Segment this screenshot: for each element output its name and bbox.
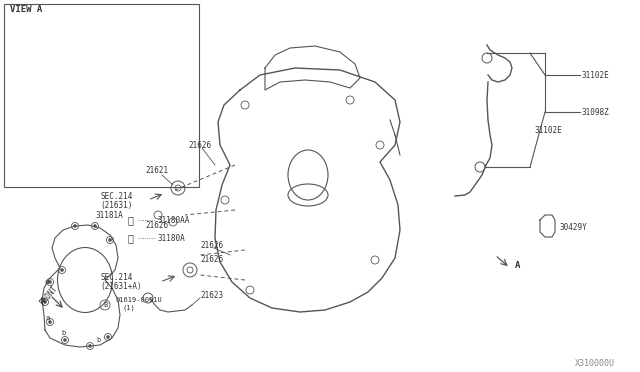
Text: B: B [103,302,107,308]
Text: 21626: 21626 [200,256,223,264]
Text: SEC.214: SEC.214 [100,192,132,201]
Circle shape [44,301,47,304]
Circle shape [49,321,51,324]
Text: 31102E: 31102E [582,71,610,80]
Text: a: a [41,297,45,303]
Text: 21626: 21626 [188,141,211,150]
Text: 21626: 21626 [145,221,168,230]
Circle shape [49,280,51,283]
Text: 21623: 21623 [200,291,223,299]
Text: a: a [45,279,49,285]
Text: 30429Y: 30429Y [560,222,588,231]
Text: b: b [61,330,65,336]
Text: 31180A: 31180A [158,234,186,243]
Text: b: b [96,337,100,343]
Circle shape [88,344,92,347]
Circle shape [109,238,111,241]
Text: 31098Z: 31098Z [582,108,610,116]
Circle shape [93,224,97,228]
Text: 21626: 21626 [200,241,223,250]
Text: 01619-0001U: 01619-0001U [115,297,162,303]
Text: (1): (1) [122,305,135,311]
Text: (21631): (21631) [100,201,132,209]
Circle shape [74,224,77,228]
Text: ⓪: ⓪ [127,233,133,243]
Text: (21631+A): (21631+A) [100,282,141,292]
Text: X310000U: X310000U [575,359,615,369]
Text: ⓪: ⓪ [127,215,133,225]
Bar [4,4,199,187]
Text: 31181A: 31181A [95,211,123,219]
Circle shape [106,336,109,339]
Text: a: a [46,315,50,321]
Text: 21621: 21621 [145,166,168,174]
Text: VIEW A: VIEW A [10,4,42,13]
Circle shape [61,269,63,272]
Text: 31180AA: 31180AA [158,215,190,224]
Circle shape [63,339,67,341]
Text: 31102E: 31102E [535,125,563,135]
Text: FRONT: FRONT [38,284,60,308]
Text: A: A [515,260,520,269]
Text: SEC.214: SEC.214 [100,273,132,282]
